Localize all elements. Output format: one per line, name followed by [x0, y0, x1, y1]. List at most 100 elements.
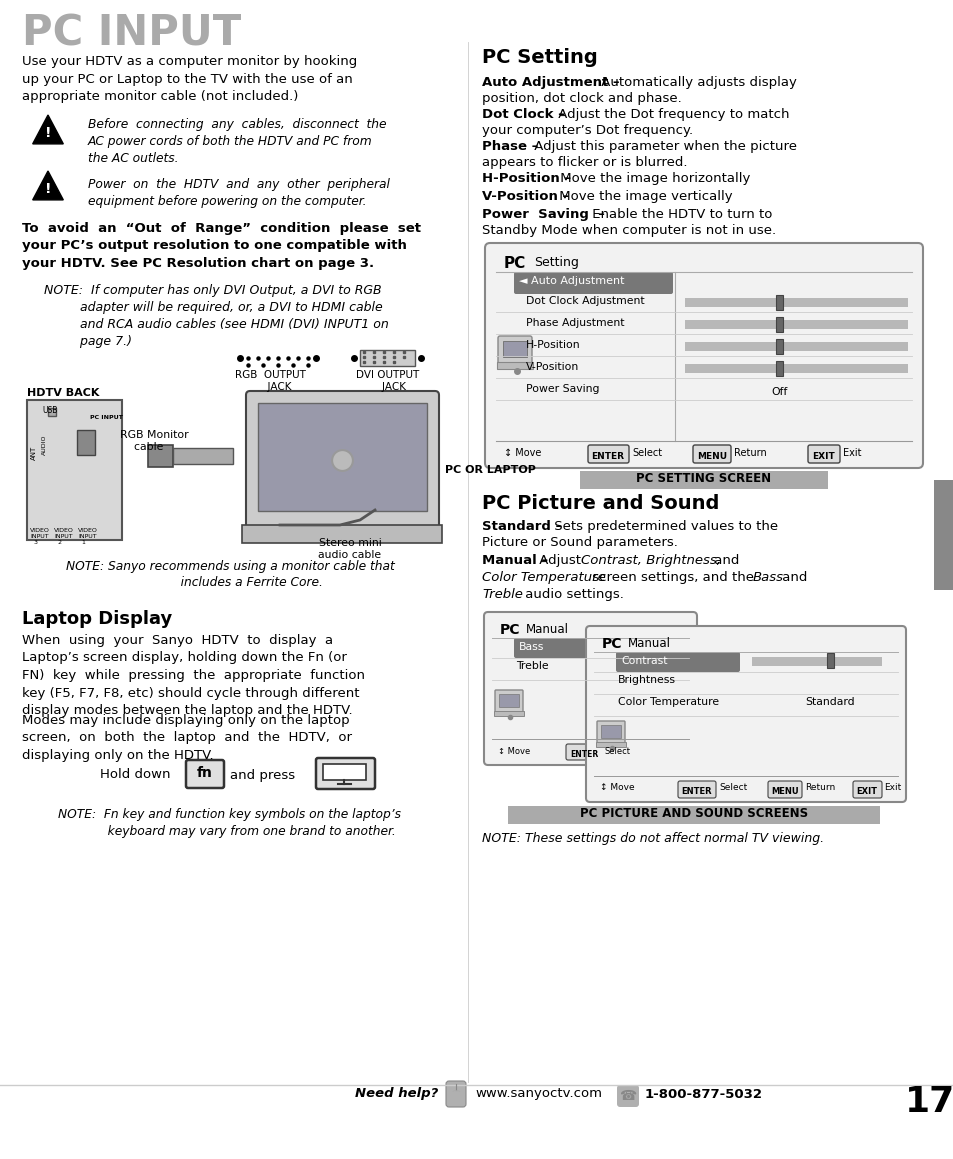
- Text: ANT: ANT: [30, 446, 37, 460]
- Text: and: and: [778, 571, 806, 584]
- FancyBboxPatch shape: [446, 1081, 465, 1107]
- FancyBboxPatch shape: [678, 781, 716, 799]
- Text: Use your HDTV as a computer monitor by hooking
up your PC or Laptop to the TV wi: Use your HDTV as a computer monitor by h…: [22, 54, 356, 103]
- Bar: [502, 341, 526, 357]
- Text: PC OR LAPTOP: PC OR LAPTOP: [444, 465, 536, 475]
- Text: Treble: Treble: [516, 661, 548, 671]
- Bar: [27, 400, 122, 540]
- Bar: [172, 449, 233, 464]
- Text: Exit: Exit: [883, 783, 901, 793]
- Bar: [494, 710, 523, 716]
- Text: NOTE:  If computer has only DVI Output, a DVI to RGB
          adapter will be r: NOTE: If computer has only DVI Output, a…: [40, 284, 388, 348]
- Text: Color Temperature: Color Temperature: [618, 697, 719, 707]
- Text: HDTV BACK: HDTV BACK: [27, 388, 99, 398]
- FancyBboxPatch shape: [617, 1085, 639, 1107]
- Text: V-Position: V-Position: [525, 362, 578, 372]
- Text: PC: PC: [499, 624, 520, 637]
- Text: position, dot clock and phase.: position, dot clock and phase.: [481, 92, 681, 105]
- Bar: [775, 338, 781, 353]
- Text: ⁀: ⁀: [452, 1092, 459, 1101]
- Bar: [498, 694, 518, 707]
- FancyBboxPatch shape: [852, 781, 882, 799]
- Polygon shape: [32, 115, 63, 144]
- Text: Need help?: Need help?: [355, 1087, 437, 1101]
- FancyBboxPatch shape: [246, 391, 438, 529]
- FancyBboxPatch shape: [514, 272, 672, 294]
- Polygon shape: [32, 172, 63, 199]
- Text: Bass: Bass: [752, 571, 783, 584]
- Text: ◄ Auto Adjustment: ◄ Auto Adjustment: [518, 276, 624, 286]
- FancyBboxPatch shape: [585, 626, 905, 802]
- Text: DVI OUTPUT
    JACK: DVI OUTPUT JACK: [356, 370, 419, 393]
- Text: fn: fn: [197, 766, 213, 780]
- Text: Power  on  the  HDTV  and  any  other  peripheral
equipment before powering on t: Power on the HDTV and any other peripher…: [88, 178, 390, 207]
- Text: PC SETTING SCREEN: PC SETTING SCREEN: [636, 472, 771, 484]
- Text: Select: Select: [631, 449, 661, 458]
- Text: Power  Saving  –: Power Saving –: [481, 207, 604, 221]
- Text: Phase Adjustment: Phase Adjustment: [525, 318, 624, 328]
- Text: Laptop Display: Laptop Display: [22, 610, 172, 628]
- Text: Off: Off: [771, 387, 787, 398]
- Text: Adjust the Dot frequency to match: Adjust the Dot frequency to match: [554, 108, 789, 121]
- Text: Select: Select: [719, 783, 746, 793]
- FancyBboxPatch shape: [597, 721, 624, 743]
- Text: 17: 17: [904, 1085, 953, 1118]
- Text: Exit: Exit: [842, 449, 861, 458]
- Bar: [600, 726, 620, 738]
- Text: EXIT: EXIT: [812, 452, 835, 461]
- Bar: [596, 742, 625, 748]
- Text: Color Temperature: Color Temperature: [481, 571, 605, 584]
- FancyBboxPatch shape: [483, 612, 697, 765]
- FancyBboxPatch shape: [484, 243, 923, 468]
- Text: PC PICTURE AND SOUND SCREENS: PC PICTURE AND SOUND SCREENS: [579, 807, 807, 821]
- Text: Auto Adjustment –: Auto Adjustment –: [481, 76, 619, 89]
- Text: ENTER: ENTER: [569, 750, 598, 759]
- Text: Setting: Setting: [534, 256, 578, 269]
- Text: PC: PC: [601, 637, 622, 651]
- Bar: [359, 350, 415, 366]
- Bar: [775, 360, 781, 376]
- FancyBboxPatch shape: [767, 781, 801, 799]
- Text: and press: and press: [230, 768, 294, 781]
- Text: AUDIO: AUDIO: [42, 435, 47, 455]
- FancyBboxPatch shape: [186, 760, 224, 788]
- Text: and: and: [709, 554, 742, 567]
- FancyBboxPatch shape: [497, 336, 532, 364]
- Text: Dot Clock Adjustment: Dot Clock Adjustment: [525, 296, 644, 306]
- Text: Return: Return: [733, 449, 766, 458]
- Text: PC INPUT: PC INPUT: [90, 415, 123, 420]
- Text: your computer’s Dot frequency.: your computer’s Dot frequency.: [481, 124, 693, 137]
- Text: RGB Monitor
    cable: RGB Monitor cable: [120, 430, 189, 452]
- Bar: [579, 471, 827, 489]
- Text: Dot Clock –: Dot Clock –: [481, 108, 564, 121]
- Text: VIDEO
INPUT
  1: VIDEO INPUT 1: [78, 529, 98, 545]
- Bar: [607, 643, 682, 653]
- Text: NOTE: Sanyo recommends using a monitor cable that
           includes a Ferrite : NOTE: Sanyo recommends using a monitor c…: [66, 560, 394, 590]
- Text: Automatically adjusts display: Automatically adjusts display: [597, 76, 796, 89]
- Text: Adjust: Adjust: [535, 554, 584, 567]
- FancyBboxPatch shape: [495, 690, 522, 712]
- FancyBboxPatch shape: [514, 637, 602, 658]
- Text: ↕ Move: ↕ Move: [497, 746, 530, 756]
- Text: Enable the HDTV to turn to: Enable the HDTV to turn to: [587, 207, 772, 221]
- Text: 1-800-877-5032: 1-800-877-5032: [644, 1087, 762, 1101]
- Text: MENU: MENU: [697, 452, 726, 461]
- Text: EXIT: EXIT: [856, 787, 877, 796]
- Text: VIDEO
INPUT
  2: VIDEO INPUT 2: [54, 529, 73, 545]
- Text: Manual: Manual: [627, 637, 670, 650]
- Text: Return: Return: [804, 783, 835, 793]
- Bar: [607, 664, 682, 673]
- Bar: [77, 430, 95, 455]
- Text: Manual: Manual: [525, 624, 568, 636]
- Bar: [684, 298, 907, 307]
- Bar: [775, 318, 781, 331]
- Text: H-Position –: H-Position –: [481, 172, 571, 185]
- Text: NOTE:  Fn key and function key symbols on the laptop’s
           keyboard may v: NOTE: Fn key and function key symbols on…: [58, 808, 401, 838]
- Text: PC INPUT: PC INPUT: [22, 12, 241, 54]
- Text: Treble: Treble: [481, 588, 522, 602]
- Bar: [641, 639, 649, 654]
- Text: When  using  your  Sanyo  HDTV  to  display  a
Laptop’s screen display, holding : When using your Sanyo HDTV to display a …: [22, 634, 365, 717]
- Text: Select: Select: [604, 746, 630, 756]
- Text: Manual –: Manual –: [481, 554, 548, 567]
- Text: Power Saving: Power Saving: [525, 384, 598, 394]
